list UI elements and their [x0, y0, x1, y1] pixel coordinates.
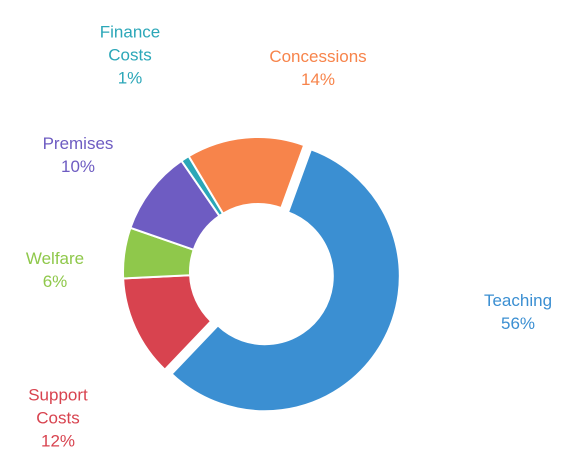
value-label: 56%	[500, 314, 536, 333]
category-label: Support Costs	[28, 385, 88, 428]
category-label: Premises	[42, 134, 114, 153]
value-label: 1%	[117, 68, 143, 88]
slice-label: Premises 10%	[18, 132, 138, 178]
category-label: Finance Costs	[99, 22, 161, 65]
value-label: 12%	[40, 431, 76, 451]
slice-label: Welfare 6%	[0, 247, 115, 293]
slice-label: Support Costs 12%	[18, 384, 98, 453]
value-label: 10%	[60, 157, 96, 176]
slice-label: Finance Costs 1%	[90, 21, 170, 90]
slice-label: Concessions 14%	[248, 45, 388, 91]
slice-label: Teaching 56%	[468, 289, 566, 335]
value-label: 14%	[300, 70, 336, 89]
category-label: Welfare	[25, 249, 85, 268]
category-label: Concessions	[269, 47, 367, 66]
donut-slice	[170, 148, 401, 413]
category-label: Teaching	[483, 291, 553, 310]
donut-slice	[187, 136, 306, 216]
value-label: 6%	[42, 272, 68, 291]
